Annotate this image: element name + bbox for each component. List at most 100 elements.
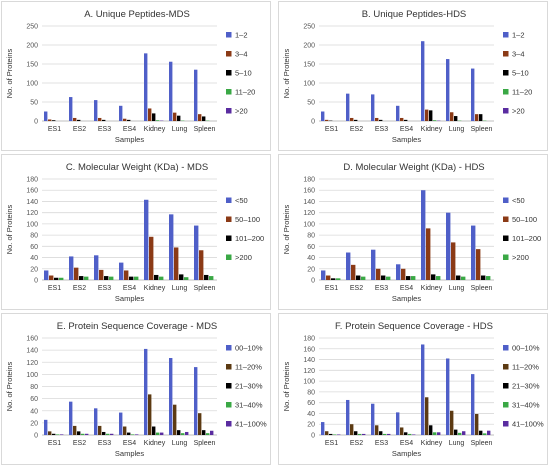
x-tick-label: Spleen bbox=[471, 126, 493, 133]
bar bbox=[154, 274, 159, 280]
bar bbox=[401, 268, 406, 280]
y-axis-label: No. of Proteins bbox=[282, 48, 291, 98]
y-tick-label: 100 bbox=[303, 221, 315, 228]
legend-label: >200 bbox=[512, 253, 529, 262]
x-tick-label: ES1 bbox=[48, 285, 61, 292]
y-tick-label: 200 bbox=[26, 43, 38, 50]
bar bbox=[379, 431, 383, 435]
y-axis-label: No. of Proteins bbox=[5, 204, 14, 254]
legend-swatch bbox=[503, 421, 509, 427]
x-axis-label: Samples bbox=[392, 449, 421, 458]
y-tick-label: 0 bbox=[34, 278, 38, 285]
legend-label: 1–2 bbox=[235, 31, 248, 40]
bar bbox=[49, 275, 54, 280]
bar bbox=[152, 113, 156, 121]
bar bbox=[79, 276, 84, 280]
bar bbox=[425, 109, 429, 121]
bar bbox=[173, 112, 177, 121]
x-axis-label: Samples bbox=[392, 294, 421, 303]
bar bbox=[386, 276, 391, 280]
bar bbox=[209, 276, 214, 280]
x-axis-label: Samples bbox=[115, 294, 144, 303]
bar bbox=[60, 434, 64, 435]
bar bbox=[396, 105, 400, 121]
y-tick-label: 100 bbox=[26, 81, 38, 88]
chart-svg-e: E. Protein Sequence Coverage - MDS 0 20 40 6… bbox=[5, 321, 267, 458]
bar bbox=[44, 270, 49, 280]
bar bbox=[123, 118, 127, 121]
chart-svg-a: A. Unique Peptides-MDS 0 50 100 150 200 250 No.… bbox=[5, 9, 255, 144]
bar bbox=[471, 374, 475, 435]
legend-swatch bbox=[503, 216, 509, 222]
bar bbox=[421, 344, 425, 435]
bar bbox=[454, 116, 458, 121]
y-tick-label: 20 bbox=[307, 266, 315, 273]
x-tick-label: ES1 bbox=[325, 126, 338, 133]
chart-svg-f: F. Protein Sequence Coverage - HDS 0 20 40 6… bbox=[282, 321, 544, 458]
bar bbox=[379, 119, 383, 121]
x-tick-label: ES2 bbox=[350, 285, 363, 292]
bar bbox=[152, 426, 156, 435]
bar bbox=[110, 433, 114, 435]
chart-title: A. Unique Peptides-MDS bbox=[84, 9, 190, 20]
y-axis-label: No. of Proteins bbox=[5, 48, 14, 98]
legend-label: 21–30% bbox=[235, 382, 263, 391]
y-tick-label: 20 bbox=[30, 266, 38, 273]
bar bbox=[361, 276, 366, 280]
bar bbox=[408, 433, 412, 435]
bar bbox=[177, 430, 181, 435]
bar bbox=[387, 433, 391, 435]
legend-swatch bbox=[226, 51, 232, 57]
bar bbox=[436, 276, 441, 280]
y-tick-label: 140 bbox=[26, 348, 38, 355]
y-tick-label: 150 bbox=[26, 62, 38, 69]
legend-swatch bbox=[226, 32, 232, 38]
legend-label: >20 bbox=[235, 107, 248, 116]
bar bbox=[326, 275, 331, 280]
y-tick-label: 80 bbox=[307, 389, 315, 396]
bar bbox=[475, 413, 479, 435]
x-tick-label: Kidney bbox=[421, 285, 443, 292]
bar bbox=[433, 120, 437, 121]
legend-swatch bbox=[226, 89, 232, 95]
x-tick-label: ES1 bbox=[325, 440, 338, 447]
legend-swatch bbox=[226, 364, 232, 370]
y-tick-label: 0 bbox=[311, 278, 315, 285]
bar bbox=[421, 41, 425, 122]
legend-label: 11–20% bbox=[512, 363, 539, 372]
x-axis-label: Samples bbox=[115, 449, 144, 458]
x-tick-label: ES1 bbox=[48, 126, 61, 133]
bar bbox=[123, 426, 127, 435]
legend-swatch bbox=[503, 383, 509, 389]
bar bbox=[198, 413, 202, 435]
legend-swatch bbox=[503, 51, 509, 57]
bar bbox=[174, 247, 179, 280]
bar bbox=[119, 262, 124, 280]
x-tick-label: ES3 bbox=[98, 285, 111, 292]
legend-label: 1–2 bbox=[512, 31, 525, 40]
legend-label: 11–20 bbox=[512, 88, 532, 97]
y-tick-label: 40 bbox=[307, 255, 315, 262]
x-tick-label: ES2 bbox=[350, 440, 363, 447]
bar bbox=[77, 119, 81, 121]
bar bbox=[450, 112, 454, 121]
x-tick-label: ES2 bbox=[73, 126, 86, 133]
y-tick-label: 50 bbox=[30, 100, 38, 107]
x-tick-label: Kidney bbox=[144, 126, 166, 133]
legend-label: 50–100 bbox=[235, 215, 260, 224]
y-tick-label: 80 bbox=[30, 233, 38, 240]
bar bbox=[400, 117, 404, 121]
bar bbox=[104, 276, 109, 280]
y-tick-label: 160 bbox=[303, 188, 315, 195]
y-axis-label: No. of Proteins bbox=[5, 361, 14, 411]
bar bbox=[331, 278, 336, 280]
bar bbox=[44, 111, 48, 121]
y-tick-label: 250 bbox=[303, 24, 315, 31]
bar bbox=[411, 276, 416, 280]
y-tick-label: 140 bbox=[303, 357, 315, 364]
bar bbox=[148, 108, 152, 121]
legend-label: 00–10% bbox=[512, 344, 540, 353]
legend-swatch bbox=[503, 235, 509, 241]
bar bbox=[456, 275, 461, 280]
bar bbox=[446, 212, 451, 280]
